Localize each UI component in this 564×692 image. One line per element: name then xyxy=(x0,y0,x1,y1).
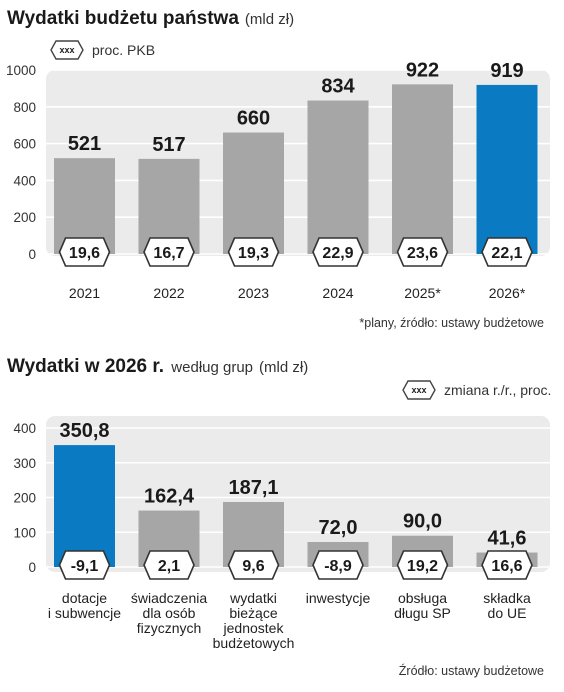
chart2-source: Źródło: ustawy budżetowe xyxy=(398,664,544,678)
chart2-badge-label: 2,1 xyxy=(158,558,180,575)
chart1-plot: 0 200 400 600 800 1000 521 19,6 2021 517 16,7 2022 6… xyxy=(6,62,550,301)
chart1-title: Wydatki budżetu państwa (mld zł) xyxy=(7,8,294,30)
chart2-badge-label: -8,9 xyxy=(324,558,352,575)
chart1-badge-hexagon xyxy=(396,237,449,267)
chart2-y-tick-label: 300 xyxy=(13,456,36,471)
chart2-category-label: i subwencje xyxy=(48,605,121,621)
chart1-bar xyxy=(307,100,369,254)
chart1-badge-label: 23,6 xyxy=(407,245,438,262)
chart2-badge-label: 16,6 xyxy=(491,558,522,575)
chart2-category-label: do UE xyxy=(488,605,527,621)
chart1-value-label: 922 xyxy=(406,62,439,81)
chart2-title: Wydatki w 2026 r. według grup (mld zł) xyxy=(7,356,308,378)
chart1-badge-hexagon xyxy=(312,237,364,267)
chart2-badge-hexagon xyxy=(481,550,533,580)
chart1-badge-label: 19,3 xyxy=(238,245,269,262)
chart2-value-label: 72,0 xyxy=(319,517,358,539)
chart2-title-suffix: według grup xyxy=(171,359,254,376)
chart1-value-label: 660 xyxy=(237,108,270,130)
chart2-value-label: 162,4 xyxy=(144,486,195,508)
chart1-badge-label: 16,7 xyxy=(153,245,184,262)
chart1-category-label: 2021 xyxy=(69,285,100,301)
chart1-category-label: 2022 xyxy=(153,285,184,301)
chart1-value-label: 517 xyxy=(152,134,185,156)
chart1-legend: xxx proc. PKB xyxy=(50,40,155,60)
chart2-y-tick-label: 100 xyxy=(13,525,36,540)
chart2-legend: xxx zmiana r./r., proc. xyxy=(402,380,551,400)
chart2-category-label: jednostek xyxy=(223,620,285,636)
chart2-badge-hexagon xyxy=(312,550,364,580)
chart2-unit: (mld zł) xyxy=(259,359,309,376)
chart1-y-tick-label: 400 xyxy=(13,173,36,188)
chart1-y-tick-label: 800 xyxy=(13,100,36,115)
chart1-badge-label: 22,1 xyxy=(491,245,522,262)
chart2-category-label: dla osób xyxy=(143,605,196,621)
chart1-bar xyxy=(223,132,284,254)
chart1-badge-hexagon xyxy=(58,237,111,267)
chart1-y-tick-label: 0 xyxy=(28,247,36,262)
chart2-category-label: bieżące xyxy=(229,605,277,621)
chart1-panel xyxy=(46,70,550,256)
chart1-y-tick-label: 200 xyxy=(13,210,36,225)
chart2-category-label: dotacje xyxy=(62,590,107,606)
chart2-panel xyxy=(46,416,550,572)
chart2-title-text: Wydatki w 2026 r. xyxy=(7,356,165,377)
chart1-badge-label: 19,6 xyxy=(69,245,100,262)
chart2-value-label: 350,8 xyxy=(59,420,109,442)
chart2-badge-hexagon xyxy=(143,550,195,580)
chart1-title-text: Wydatki budżetu państwa xyxy=(7,8,239,29)
chart1-badge-hexagon xyxy=(143,237,195,267)
chart1-value-label: 834 xyxy=(321,76,355,98)
chart2-category-label: inwestycje xyxy=(306,590,371,606)
chart1-value-label: 919 xyxy=(490,62,523,82)
chart2-value-label: 41,6 xyxy=(488,528,527,550)
chart1-badge-hexagon xyxy=(481,237,533,267)
chart1-unit: (mld zł) xyxy=(244,11,295,28)
chart2-value-label: 90,0 xyxy=(403,511,442,533)
hexagon-badge-icon: xxx xyxy=(402,380,436,400)
chart1-legend-label: proc. PKB xyxy=(92,42,156,58)
chart1-badge-hexagon xyxy=(227,237,280,267)
chart2-value-label: 187,1 xyxy=(228,477,278,499)
chart2-y-tick-label: 200 xyxy=(13,491,36,506)
chart2-badge-hexagon xyxy=(396,550,449,580)
chart1-category-label: 2025* xyxy=(404,285,441,301)
chart2-category-label: składka xyxy=(483,590,531,606)
chart2-badge-label: 9,6 xyxy=(242,558,264,575)
chart2-badge-label: -9,1 xyxy=(71,558,99,575)
chart2-y-tick-label: 0 xyxy=(28,560,36,575)
chart2-y-tick-label: 400 xyxy=(13,421,36,436)
chart2-badge-label: 19,2 xyxy=(407,558,438,575)
chart2-category-label: obsługa xyxy=(398,590,447,606)
chart2-badge-hexagon xyxy=(58,550,111,580)
chart1-bar xyxy=(392,84,453,255)
chart1-category-label: 2023 xyxy=(238,285,269,301)
chart2-category-label: wydatki xyxy=(229,590,277,606)
chart1-y-tick-label: 1000 xyxy=(6,63,36,78)
chart2-category-label: długu SP xyxy=(394,605,451,621)
hexagon-badge-icon: xxx xyxy=(50,40,84,60)
chart1-badge-label: 22,9 xyxy=(322,245,353,262)
chart1-y-tick-label: 600 xyxy=(13,137,36,152)
chart1-category-label: 2024 xyxy=(322,285,353,301)
chart2-legend-label: zmiana r./r., proc. xyxy=(444,382,552,398)
chart2-category-label: budżetowych xyxy=(213,635,295,651)
chart2-category-label: fizycznych xyxy=(137,620,202,636)
chart1-value-label: 521 xyxy=(68,133,101,155)
chart1-bar xyxy=(476,84,538,255)
chart1-category-label: 2026* xyxy=(489,285,526,301)
chart2-category-label: świadczenia xyxy=(131,590,207,606)
chart1-source: *plany, źródło: ustawy budżetowe xyxy=(359,316,544,330)
chart2-badge-hexagon xyxy=(227,550,280,580)
chart2-bar xyxy=(54,445,115,567)
